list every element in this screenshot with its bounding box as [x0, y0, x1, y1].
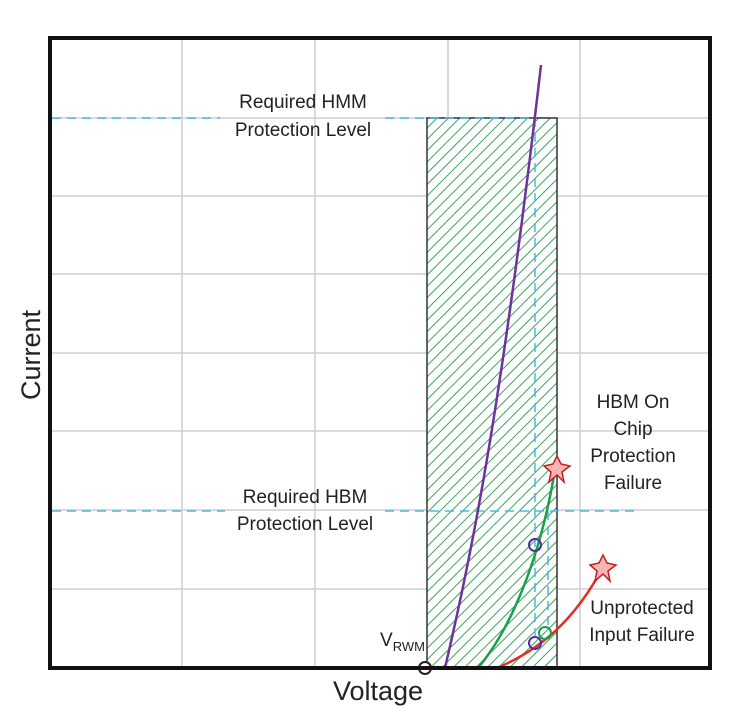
- annotation: Required HBM: [243, 487, 368, 508]
- point: [528, 538, 542, 552]
- grid: [50, 38, 710, 668]
- annotation: Input Failure: [589, 625, 695, 646]
- annotation: Failure: [604, 473, 662, 494]
- vrwm-main: V: [380, 630, 393, 651]
- point: [528, 636, 542, 650]
- purple-curve: [443, 64, 543, 669]
- point: [538, 626, 552, 640]
- annotation: Chip: [613, 419, 652, 440]
- x-axis-label: Voltage: [333, 676, 423, 706]
- annotation: Protection Level: [237, 514, 373, 535]
- vrwm-label: VRWM: [380, 630, 425, 654]
- protection-window: [426, 117, 558, 669]
- green-curve: [477, 469, 557, 669]
- failure-star: [542, 454, 572, 485]
- annotation: Required HMM: [239, 92, 367, 113]
- annotation: Unprotected: [590, 598, 694, 619]
- annotation: Protection Level: [235, 120, 371, 141]
- red-curve: [496, 566, 605, 670]
- annotation: Protection: [590, 446, 676, 467]
- failure-star: [588, 553, 618, 584]
- frame: [48, 36, 712, 670]
- annotation: HBM On: [597, 392, 670, 413]
- vrwm-sub: RWM: [393, 639, 425, 654]
- y-axis-label: Current: [16, 309, 46, 400]
